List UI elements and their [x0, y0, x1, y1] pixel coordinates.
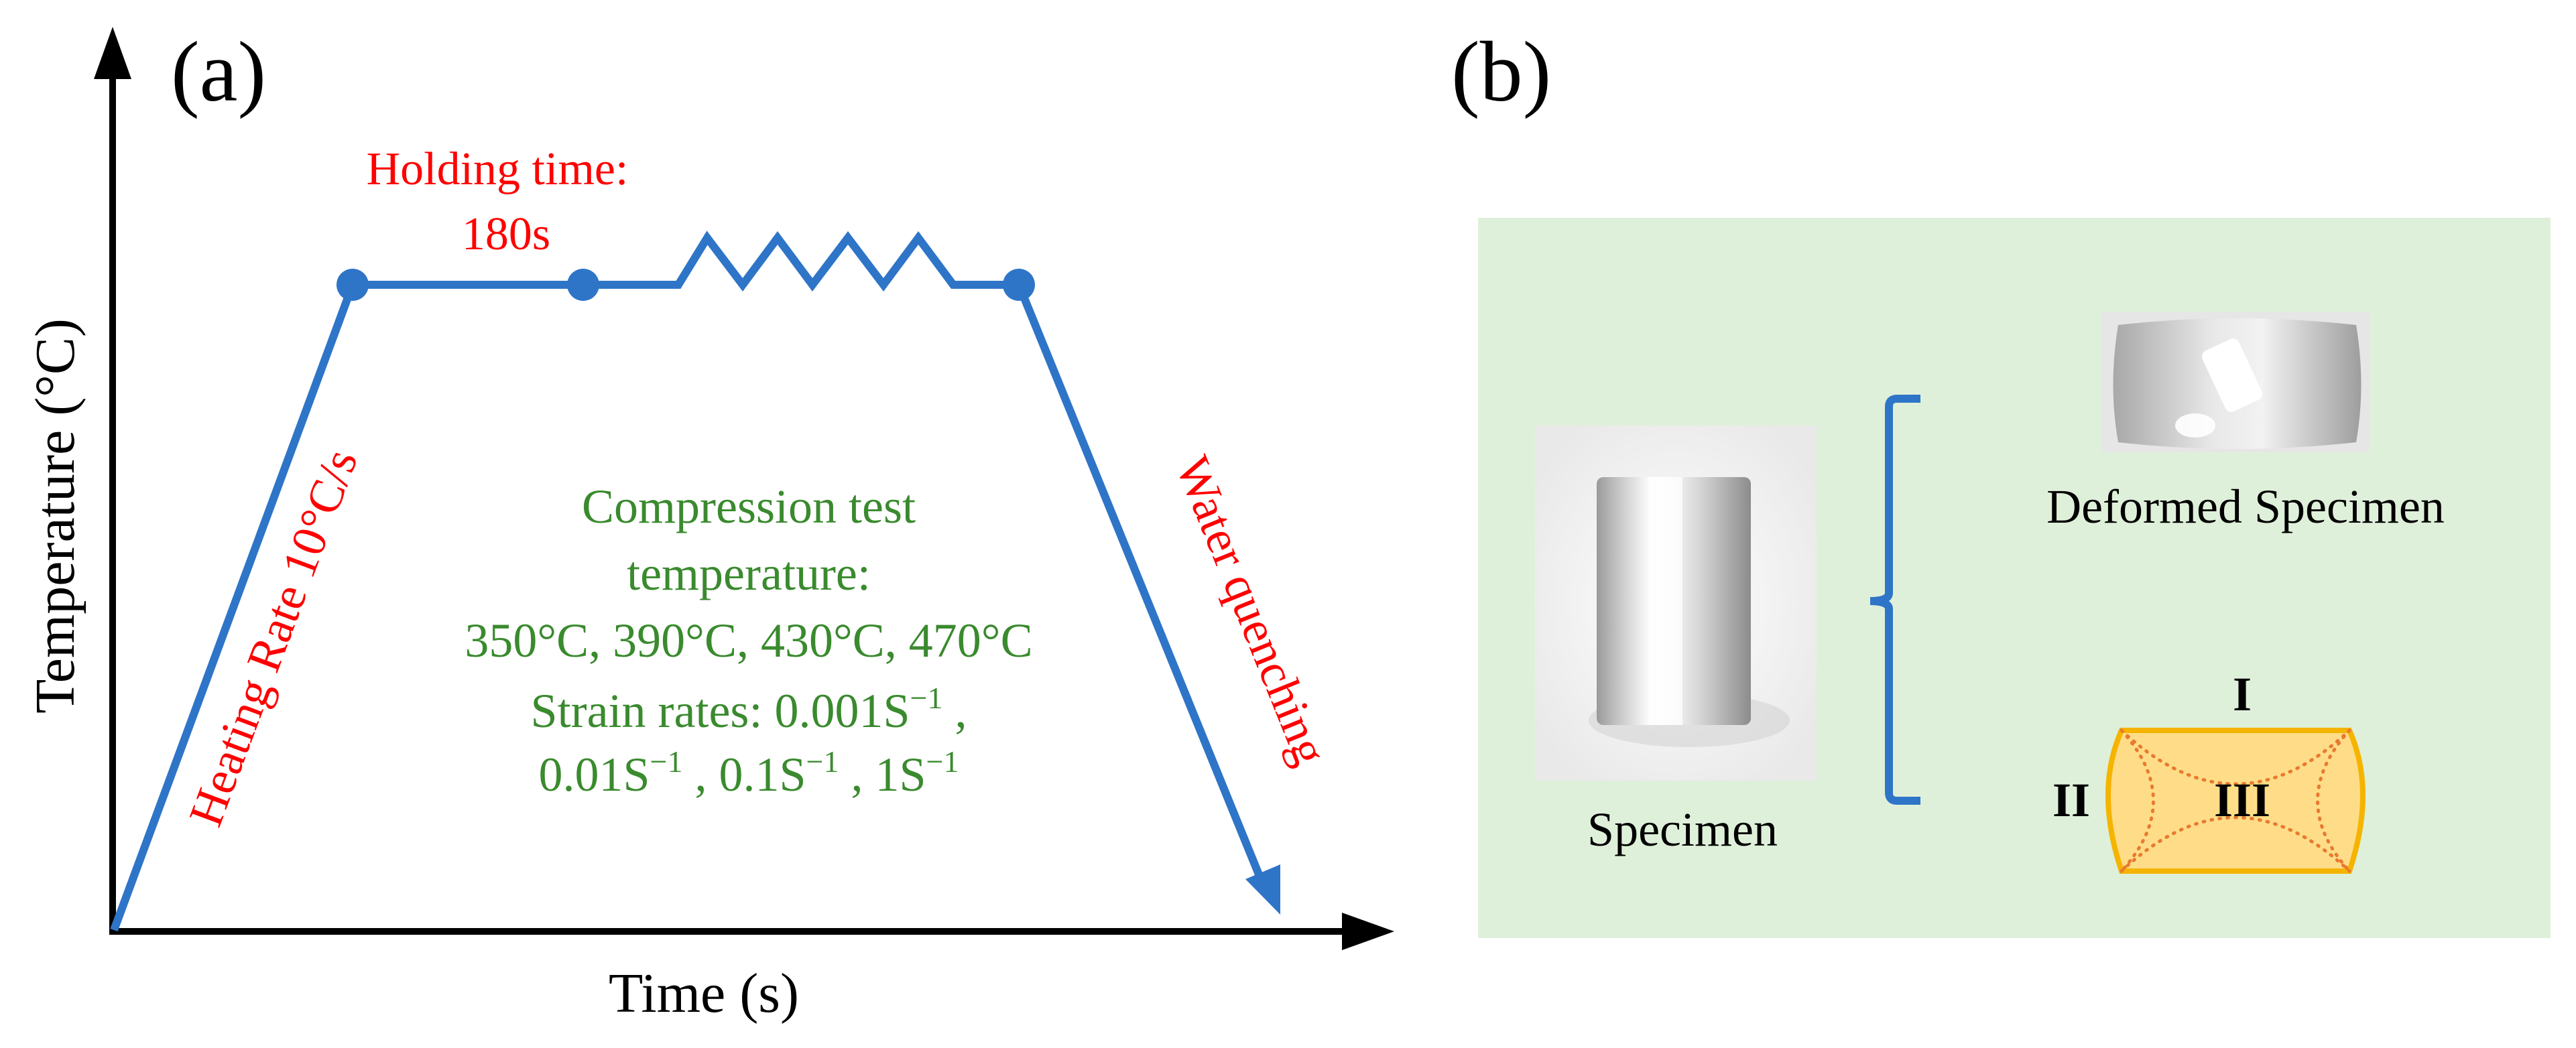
separator-3: , — [839, 748, 875, 801]
curly-brace — [1869, 395, 1920, 805]
separator-1: , — [942, 684, 967, 738]
thermal-profile-curve — [110, 231, 1280, 932]
strain-rate-3-exponent: −1 — [806, 744, 839, 779]
test-line-2: temperature: — [627, 547, 871, 600]
panel-a-label: (a) — [171, 24, 266, 119]
strain-rate-4-exponent: −1 — [926, 744, 959, 779]
y-axis-arrowhead — [94, 27, 131, 79]
deformed-specimen-image — [2101, 312, 2370, 452]
strain-rate-1-exponent: −1 — [910, 681, 943, 715]
zone-dotted-lines — [2120, 728, 2351, 873]
holding-time-line2: 180s — [462, 208, 550, 260]
deformed-specimen-label: Deformed Specimen — [2046, 480, 2445, 533]
strain-rates-line-1: Strain rates: 0.001S−1 , — [531, 681, 967, 738]
zone-II-label: II — [2052, 773, 2090, 827]
deformed-highlight — [2201, 338, 2263, 412]
quench-arrowhead — [1245, 864, 1280, 915]
curve-point-heating-end — [336, 269, 369, 301]
panel-b: (b) Specimen Deformed Specimen — [1451, 24, 2551, 938]
specimen-image — [1535, 425, 1817, 781]
specimen-label: Specimen — [1587, 803, 1778, 856]
deformed-reflection — [2175, 413, 2215, 438]
curve-point-deformation-end — [1003, 269, 1035, 301]
zone-curve-top — [2120, 728, 2351, 786]
strain-rate-3: 0.1S — [719, 748, 806, 801]
water-quenching-label: Water quenching — [1166, 449, 1338, 772]
zone-curve-left — [2120, 728, 2155, 873]
strain-rate-2: 0.01S — [539, 748, 650, 801]
specimen-highlight — [1656, 477, 1682, 725]
test-line-3: 350°C, 390°C, 430°C, 470°C — [465, 614, 1032, 667]
zone-III-label: III — [2214, 773, 2270, 827]
deformation-zone-diagram — [2105, 728, 2366, 874]
test-line-1: Compression test — [582, 480, 916, 533]
holding-time-line1: Holding time: — [367, 143, 629, 195]
x-axis-label: Time (s) — [609, 962, 799, 1025]
zone-curve-bottom — [2120, 815, 2351, 873]
test-conditions-block: Compression test temperature: 350°C, 390… — [465, 480, 1032, 801]
panel-a: (a) Temperature (°C) Time (s) Holding ti… — [24, 24, 1394, 1025]
strain-rate-2-exponent: −1 — [650, 744, 683, 779]
strain-rate-4: 1S — [875, 748, 926, 801]
y-axis-label: Temperature (°C) — [24, 318, 86, 714]
zone-I-label: I — [2233, 667, 2252, 721]
strain-rates-prefix: Strain rates: — [531, 684, 775, 738]
strain-rates-line-2: 0.01S−1 , 0.1S−1 , 1S−1 — [539, 744, 959, 801]
zone-curve-right — [2316, 728, 2351, 873]
x-axis-arrowhead — [1342, 913, 1394, 950]
panel-b-label: (b) — [1451, 24, 1551, 119]
curve-point-holding-end — [567, 269, 599, 301]
separator-2: , — [683, 748, 719, 801]
axes — [94, 27, 1394, 950]
strain-rate-1: 0.001S — [774, 684, 910, 738]
